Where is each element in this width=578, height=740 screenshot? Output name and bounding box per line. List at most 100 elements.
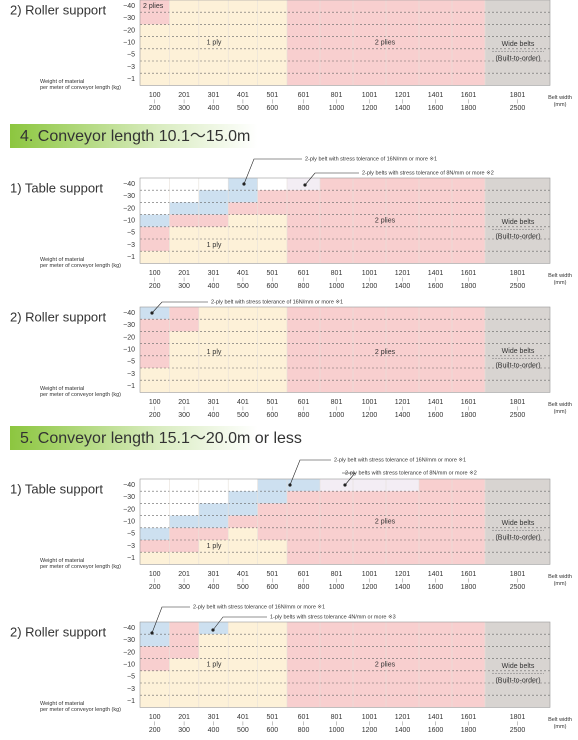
cell [257,552,287,565]
cell [140,226,170,239]
cell [140,634,170,647]
cell [320,73,353,86]
cell [320,48,353,61]
cell [140,331,170,344]
width-to: 500 [237,727,249,734]
cell [485,12,550,25]
cell [169,343,199,356]
cell [257,12,287,25]
cell [198,695,229,708]
grid-border [139,306,551,393]
cell [320,368,353,381]
cell [485,307,550,320]
annotation-dot [150,631,154,635]
width-from: 401 [237,399,249,406]
weight-label: per meter of conveyor length (kg) [40,392,121,398]
cell [386,552,419,565]
cell [320,202,353,215]
cell [320,491,353,504]
width-label: Belt width [548,717,572,723]
width-from: 1601 [461,571,477,578]
cell [287,683,320,696]
cell [287,214,320,227]
cell [198,634,229,647]
cell [419,48,452,61]
section-title: 4. Conveyor length 10.1～15.0m [20,128,250,145]
cell [419,683,452,696]
width-from: 401 [237,714,249,721]
cell [198,178,229,191]
row-label: −3 [127,242,135,249]
cell [419,355,452,368]
cell [386,343,419,356]
width-to: 1200 [362,105,378,112]
width-to: 1800 [461,283,477,290]
cell [452,368,485,381]
two-plies-label: 2 plies [375,662,396,669]
width-from: 1601 [461,399,477,406]
cell [198,239,229,252]
width-from: 601 [298,571,310,578]
cell [169,202,199,215]
cell [386,622,419,635]
cell [452,646,485,659]
cell [386,251,419,264]
cell [198,48,229,61]
cell [198,658,229,671]
cell [228,527,258,540]
cell [228,695,258,708]
cell [198,515,229,528]
cell [452,540,485,553]
width-to: 1600 [428,412,444,419]
width-to: 1400 [395,584,411,591]
width-label: (mm) [554,280,567,286]
cell [452,622,485,635]
wide-label: Wide belts [502,663,535,670]
cell [169,36,199,49]
cell [140,646,170,659]
width-to: 800 [298,105,310,112]
cell [353,622,386,635]
cell [320,343,353,356]
width-from: 1801 [510,270,526,277]
cell [485,540,550,553]
width-to: 1400 [395,283,411,290]
cell [320,331,353,344]
cell [140,12,170,25]
cell [287,503,320,516]
annotation-leader [243,158,302,185]
cell [257,658,287,671]
annotation: 2-ply belts with stress tolerance of 8N/… [345,469,477,476]
cell [257,670,287,683]
cell [228,515,258,528]
cell [198,646,229,659]
cell [386,239,419,252]
width-to: 500 [237,584,249,591]
cell [228,343,258,356]
width-to: 2500 [510,412,526,419]
cell [257,355,287,368]
cell [452,226,485,239]
cell [485,479,550,492]
one-ply-label: 1 ply [207,242,222,249]
cell [452,202,485,215]
annotation-leader [304,172,359,186]
cell [320,190,353,203]
cell [257,24,287,37]
cell [287,239,320,252]
cell [419,527,452,540]
cell [485,552,550,565]
cell [140,343,170,356]
cell [140,73,170,86]
cell [198,527,229,540]
cell [169,178,199,191]
cell [320,12,353,25]
width-to: 600 [266,584,278,591]
cell [386,540,419,553]
cell [257,515,287,528]
chart-label: 1) Table support [10,481,103,496]
cell [169,12,199,25]
row-label: −30 [123,193,135,200]
cell [140,355,170,368]
cell [198,368,229,381]
